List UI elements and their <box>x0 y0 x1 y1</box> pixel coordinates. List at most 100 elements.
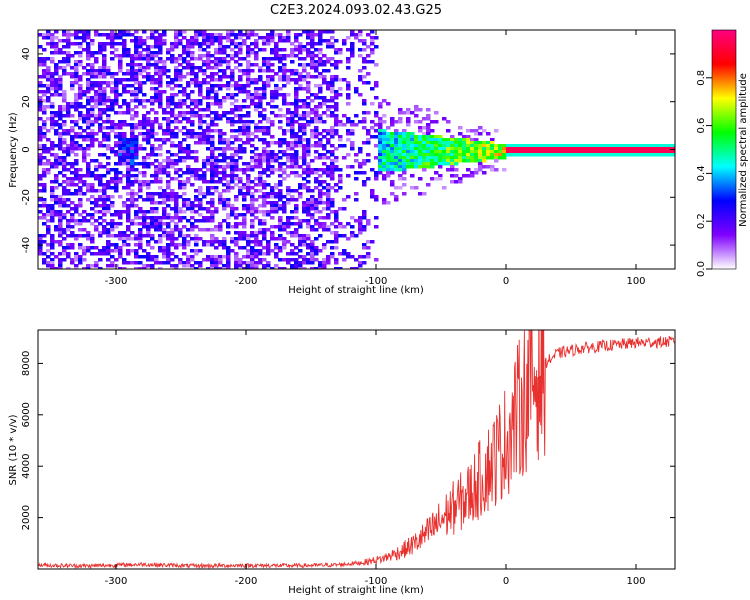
heatmap-cell <box>402 111 407 115</box>
heatmap-cell <box>194 30 199 34</box>
heatmap-cell <box>606 153 611 157</box>
heatmap-cell <box>86 231 91 235</box>
heatmap-cell <box>126 210 131 214</box>
heatmap-cell <box>118 249 123 253</box>
heatmap-cell <box>330 159 335 163</box>
heatmap-cell <box>402 144 407 148</box>
heatmap-cell <box>222 114 227 118</box>
heatmap-cell <box>126 108 131 112</box>
heatmap-cell <box>154 54 159 58</box>
heatmap-cell <box>78 60 83 64</box>
heatmap-cell <box>290 69 295 73</box>
heatmap-cell <box>258 138 263 142</box>
heatmap-cell <box>662 144 667 148</box>
heatmap-cell <box>202 36 207 40</box>
heatmap-cell <box>66 132 71 136</box>
heatmap-cell <box>174 72 179 76</box>
heatmap-cell <box>246 186 251 190</box>
heatmap-cell <box>54 93 59 97</box>
heatmap-cell <box>94 132 99 136</box>
heatmap-cell <box>514 150 519 154</box>
heatmap-cell <box>330 186 335 190</box>
heatmap-cell <box>118 105 123 109</box>
heatmap-cell <box>186 111 191 115</box>
heatmap-cell <box>38 159 43 163</box>
heatmap-cell <box>78 177 83 181</box>
heatmap-cell <box>82 114 87 118</box>
heatmap-cell <box>270 234 275 238</box>
heatmap-cell <box>74 222 79 226</box>
heatmap-cell <box>638 147 643 151</box>
heatmap-cell <box>90 138 95 142</box>
heatmap-cell <box>242 69 247 73</box>
heatmap-cell <box>346 93 351 97</box>
heatmap-cell <box>410 162 415 166</box>
heatmap-cell <box>62 216 67 220</box>
heatmap-cell <box>202 135 207 139</box>
heatmap-cell <box>358 228 363 232</box>
heatmap-cell <box>122 243 127 247</box>
heatmap-cell <box>262 87 267 91</box>
heatmap-cell <box>442 159 447 163</box>
heatmap-cell <box>302 171 307 175</box>
heatmap-cell <box>182 198 187 202</box>
heatmap-cell <box>206 66 211 70</box>
heatmap-cell <box>194 195 199 199</box>
heatmap-cell <box>118 66 123 70</box>
heatmap-cell <box>282 201 287 205</box>
heatmap-cell <box>346 195 351 199</box>
heatmap-cell <box>238 30 243 34</box>
heatmap-cell <box>170 240 175 244</box>
heatmap-cell <box>334 102 339 106</box>
heatmap-cell <box>198 84 203 88</box>
heatmap-cell <box>126 177 131 181</box>
heatmap-cell <box>138 237 143 241</box>
heatmap-cell <box>246 240 251 244</box>
heatmap-cell <box>158 153 163 157</box>
heatmap-cell <box>438 177 443 181</box>
heatmap-cell <box>110 222 115 226</box>
heatmap-cell <box>38 237 43 241</box>
heatmap-cell <box>222 240 227 244</box>
x-tick-label: -100 <box>365 276 388 287</box>
heatmap-cell <box>126 198 131 202</box>
heatmap-cell <box>42 222 47 226</box>
heatmap-cell <box>310 117 315 121</box>
heatmap-cell <box>110 75 115 79</box>
heatmap-cell <box>238 132 243 136</box>
heatmap-cell <box>126 249 131 253</box>
heatmap-cell <box>234 33 239 37</box>
heatmap-cell <box>78 102 83 106</box>
heatmap-cell <box>310 246 315 250</box>
heatmap-cell <box>194 141 199 145</box>
heatmap-cell <box>226 117 231 121</box>
heatmap-cell <box>210 213 215 217</box>
heatmap-cell <box>278 207 283 211</box>
heatmap-cell <box>170 45 175 49</box>
heatmap-cell <box>430 162 435 166</box>
heatmap-cell <box>450 147 455 151</box>
heatmap-cell <box>78 117 83 121</box>
heatmap-cell <box>78 234 83 238</box>
heatmap-cell <box>134 42 139 46</box>
heatmap-cell <box>90 141 95 145</box>
heatmap-cell <box>470 156 475 160</box>
heatmap-cell <box>106 81 111 85</box>
heatmap-cell <box>330 81 335 85</box>
heatmap-cell <box>202 48 207 52</box>
heatmap-cell <box>402 132 407 136</box>
heatmap-cell <box>382 153 387 157</box>
heatmap-cell <box>294 246 299 250</box>
heatmap-cell <box>262 246 267 250</box>
heatmap-cell <box>226 186 231 190</box>
heatmap-cell <box>62 174 67 178</box>
heatmap-cell <box>278 195 283 199</box>
heatmap-cell <box>198 102 203 106</box>
heatmap-cell <box>126 234 131 238</box>
heatmap-cell <box>274 252 279 256</box>
heatmap-cell <box>386 102 391 106</box>
heatmap-cell <box>162 69 167 73</box>
heatmap-cell <box>154 72 159 76</box>
heatmap-cell <box>278 141 283 145</box>
heatmap-cell <box>214 225 219 229</box>
